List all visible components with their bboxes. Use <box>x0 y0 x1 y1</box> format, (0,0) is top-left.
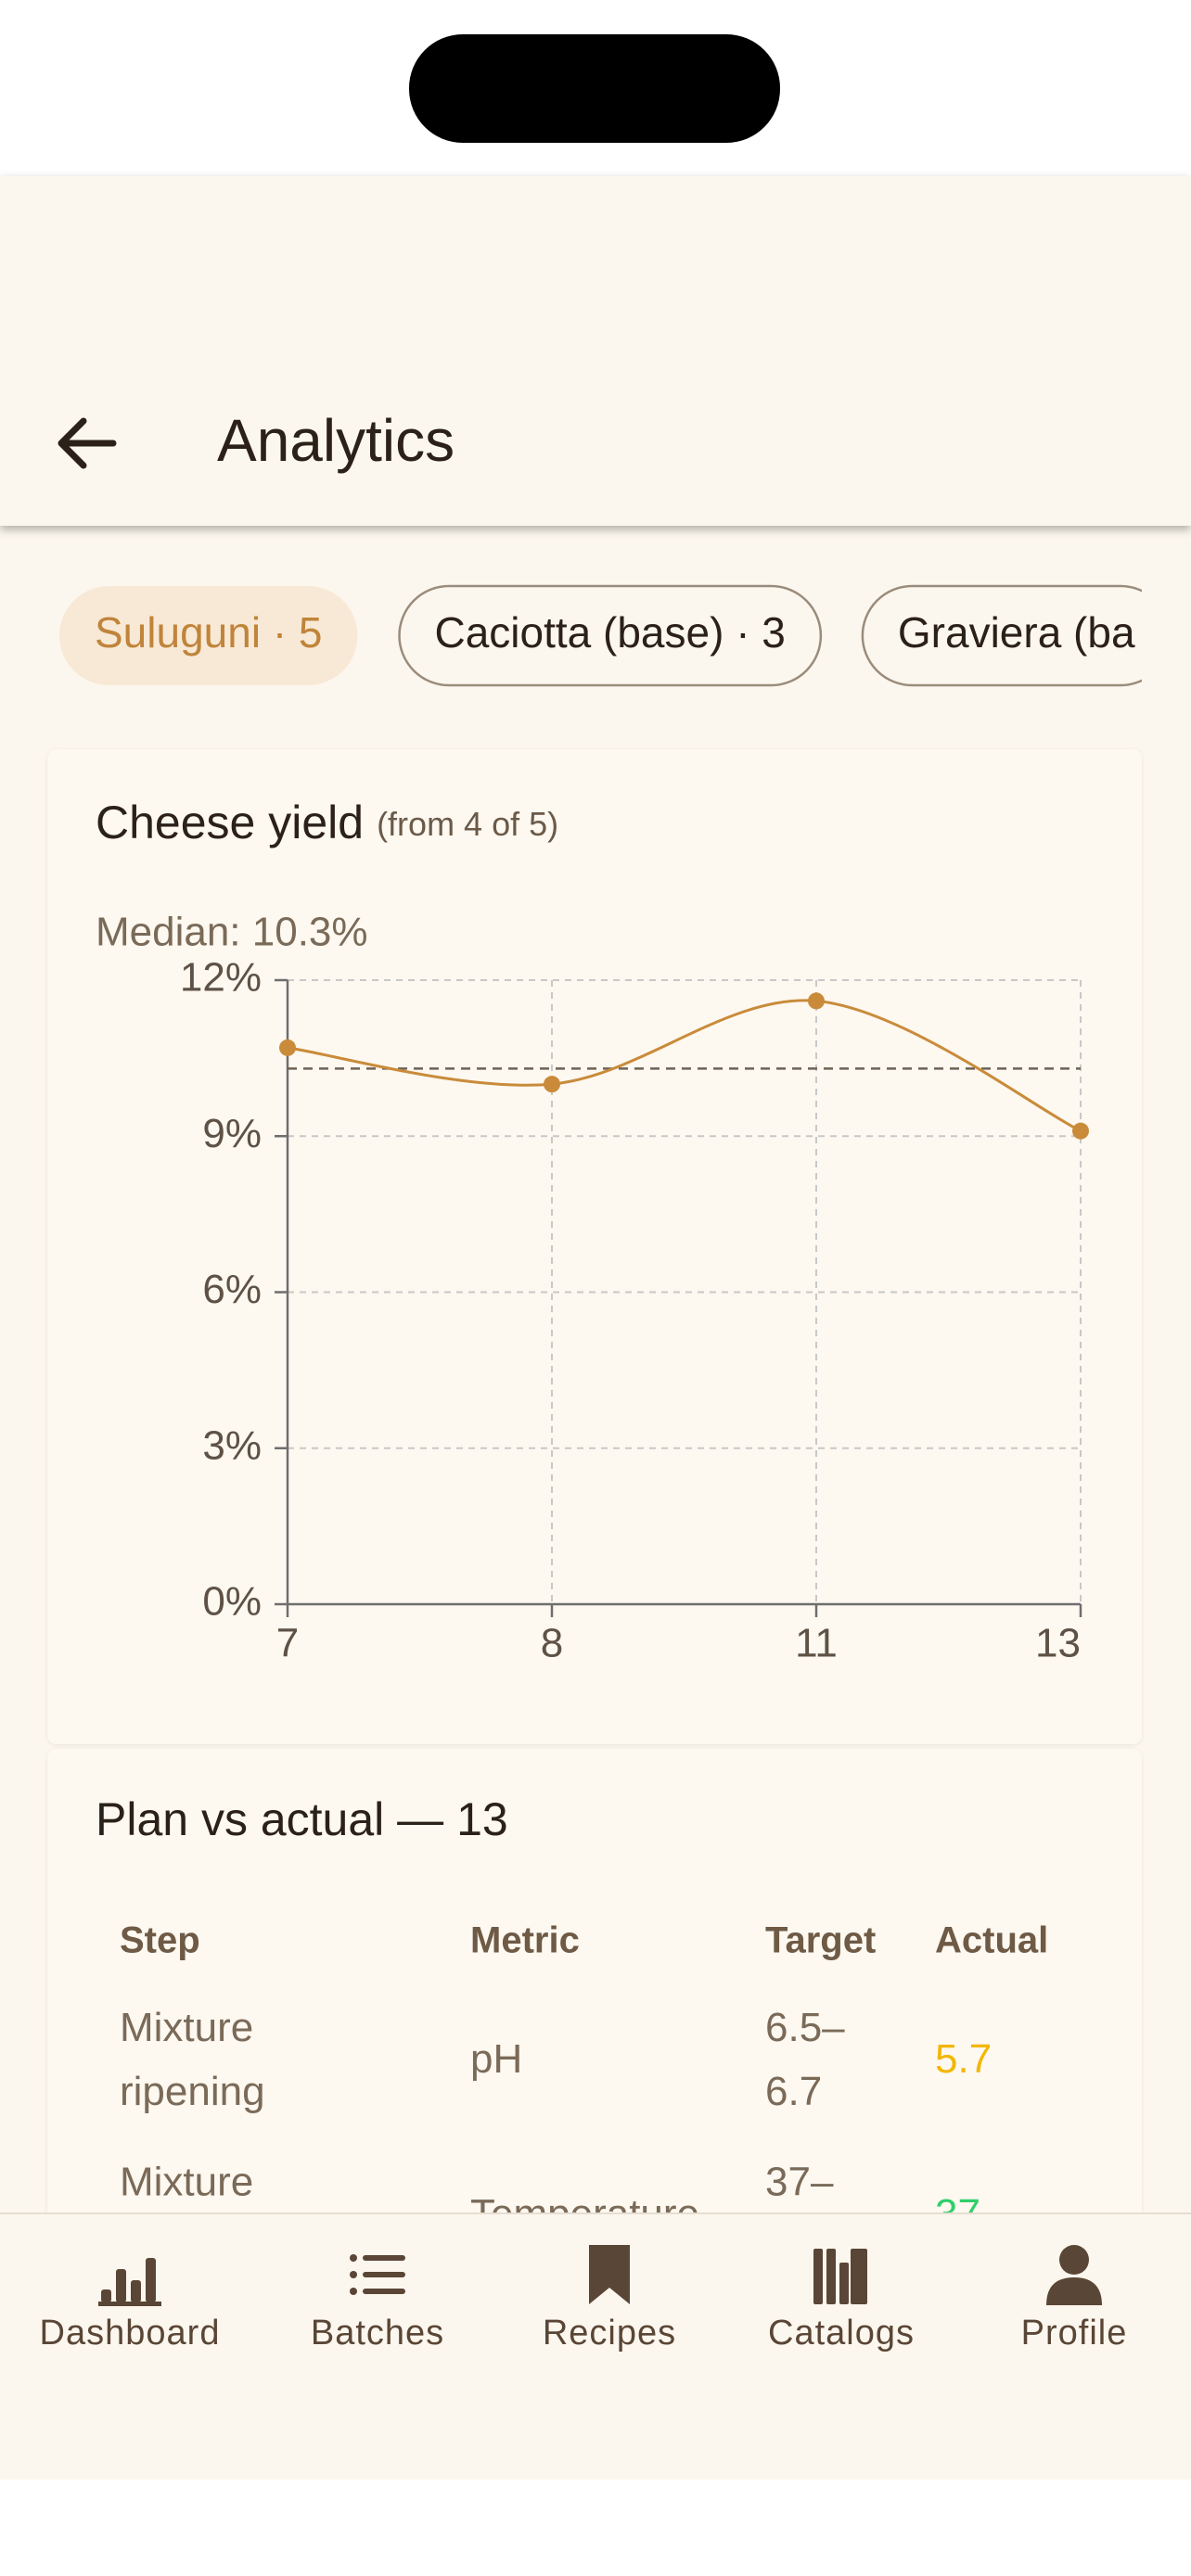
table-header: Step <box>120 1920 200 1961</box>
chip-background[interactable] <box>861 584 1171 687</box>
icon-part[interactable] <box>146 2258 156 2302</box>
data-point <box>544 1076 560 1093</box>
icon-part[interactable] <box>131 2280 141 2302</box>
nav-label[interactable]: Dashboard <box>40 2314 221 2353</box>
icon-part[interactable] <box>1046 2277 1102 2305</box>
table-cell: pH <box>470 2036 522 2082</box>
data-point <box>279 1039 296 1056</box>
icon-part[interactable] <box>1059 2245 1089 2275</box>
nav-label[interactable]: Batches <box>311 2314 444 2353</box>
table-cell: 37– <box>765 2160 834 2205</box>
y-tick-label: 9% <box>202 1111 262 1156</box>
nav-item[interactable]: Catalogs <box>768 2249 915 2353</box>
home-area <box>0 2480 1191 2576</box>
chip-label[interactable]: Caciotta (base) · 3 <box>435 608 786 657</box>
chip-label[interactable]: Graviera (ba <box>898 608 1135 657</box>
table-cell: Mixture ripening <box>120 2005 265 2114</box>
content: Suluguni · 5 Caciotta (base) · 3 Graviera … <box>47 584 1171 2237</box>
chip[interactable]: Graviera (ba <box>861 584 1171 687</box>
y-tick-label: 0% <box>202 1579 262 1625</box>
dynamic-island <box>409 34 780 143</box>
table-cell: Mixture <box>120 2160 253 2205</box>
nav-item[interactable]: Batches <box>311 2254 444 2353</box>
y-tick-label: 6% <box>202 1267 262 1312</box>
chart-title-text: Cheese yield <box>96 797 364 848</box>
chip[interactable]: Caciotta (base) · 3 <box>398 584 823 687</box>
chip[interactable]: Suluguni · 5 <box>59 586 358 685</box>
plan-title: Plan vs actual — 13 <box>96 1793 508 1845</box>
icon-part[interactable] <box>350 2254 357 2262</box>
icon-part[interactable] <box>363 2272 405 2277</box>
icon-part[interactable] <box>363 2289 405 2294</box>
icon-part[interactable] <box>589 2245 630 2304</box>
table-cell: Temperature <box>470 2191 699 2237</box>
table-cell: 37 <box>935 2191 980 2237</box>
table-header: Actual <box>935 1920 1048 1961</box>
nav-label[interactable]: Profile <box>1021 2314 1128 2353</box>
data-point <box>808 992 825 1010</box>
nav-label[interactable]: Catalogs <box>768 2314 915 2353</box>
median-label: Median: 10.3% <box>96 910 368 955</box>
chart-subtitle: (from 4 of 5) <box>377 805 558 843</box>
table-cell: 5.7 <box>935 2036 992 2082</box>
y-tick-label: 3% <box>202 1422 262 1468</box>
table-cell: 6.5– 6.7 <box>765 2005 845 2114</box>
table-header: Metric <box>470 1920 580 1961</box>
table-header: Target <box>765 1920 876 1961</box>
icon-part[interactable] <box>350 2288 357 2295</box>
chip-row: Suluguni · 5 Caciotta (base) · 3 Graviera … <box>59 584 1171 687</box>
x-tick-label: 13 <box>1035 1621 1081 1666</box>
screen-title: Analytics <box>217 407 455 474</box>
y-tick-label: 12% <box>180 955 262 1001</box>
nav-item[interactable]: Profile <box>1021 2245 1128 2353</box>
x-tick-label: 7 <box>276 1621 299 1666</box>
icon-part[interactable] <box>839 2263 849 2304</box>
chart-title: Cheese yield (from 4 of 5) <box>96 797 558 848</box>
nav-item[interactable]: Recipes <box>543 2245 676 2353</box>
icon-part[interactable] <box>350 2271 357 2278</box>
icon-part[interactable] <box>101 2289 111 2302</box>
nav-label[interactable]: Recipes <box>543 2314 676 2353</box>
series-line <box>287 999 1082 1132</box>
back-button[interactable] <box>58 417 117 469</box>
icon-part[interactable] <box>98 2302 161 2306</box>
chart-card <box>47 749 1142 1744</box>
icon-part[interactable] <box>826 2249 836 2304</box>
icon-part[interactable] <box>813 2249 823 2304</box>
x-tick-label: 8 <box>541 1621 563 1666</box>
x-tick-label: 11 <box>795 1621 838 1666</box>
icon-part[interactable] <box>363 2255 405 2261</box>
chip-background[interactable] <box>59 586 358 685</box>
data-point <box>1072 1122 1089 1140</box>
icon-part[interactable] <box>851 2249 867 2304</box>
chip-background[interactable] <box>398 584 823 687</box>
nav-item[interactable]: Dashboard <box>40 2258 221 2353</box>
plan-card <box>47 1749 1142 2213</box>
app-bar <box>0 176 1191 526</box>
chip-label[interactable]: Suluguni · 5 <box>95 608 323 657</box>
icon-part[interactable] <box>116 2269 126 2302</box>
